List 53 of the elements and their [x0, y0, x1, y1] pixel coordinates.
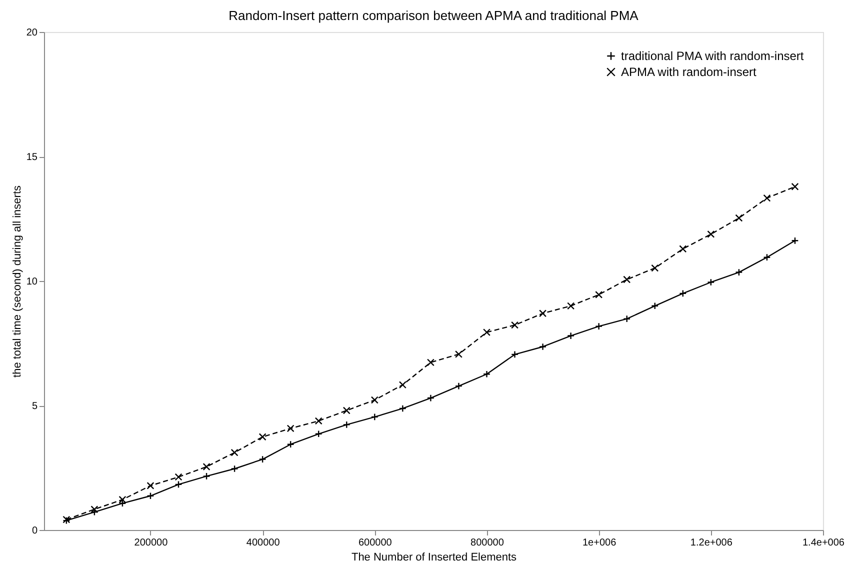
- x-tick-label: 1e+006: [582, 538, 617, 548]
- point: [511, 321, 519, 329]
- y-tick-label: 5: [32, 401, 38, 412]
- point: [707, 278, 715, 286]
- point: [258, 433, 266, 441]
- x-tick-label: 1.4e+006: [802, 538, 845, 548]
- point: [735, 268, 743, 276]
- point: [342, 406, 350, 414]
- point: [286, 424, 294, 432]
- point: [679, 245, 687, 253]
- point: [146, 492, 154, 500]
- point: [202, 462, 210, 471]
- point: [763, 194, 771, 202]
- chart-title: Random-Insert pattern comparison between APMA and traditional PMA: [228, 8, 639, 23]
- point: [426, 394, 434, 402]
- x-tick-label: 400000: [246, 538, 280, 548]
- x-tick-label: 600000: [358, 538, 392, 548]
- point: [118, 496, 126, 504]
- y-tick-label: 10: [26, 276, 38, 288]
- x-tick-label: 200000: [134, 538, 168, 548]
- point: [258, 456, 266, 464]
- point: [623, 276, 631, 284]
- point: [146, 482, 154, 490]
- point: [398, 381, 406, 389]
- point: [398, 404, 406, 412]
- point: [202, 472, 210, 480]
- y-tick-label: 0: [32, 526, 38, 536]
- point: [707, 230, 715, 238]
- point: [314, 417, 322, 425]
- point: [595, 290, 603, 298]
- y-tick-label: 15: [26, 152, 38, 163]
- y-axis-title: the total time (second) during all inserts: [11, 185, 24, 378]
- legend-label: APMA with random-insert: [621, 65, 758, 79]
- point: [370, 396, 378, 404]
- x-tick-label: 800000: [470, 538, 504, 548]
- point: [651, 264, 659, 272]
- x-axis-title: The Number of Inserted Elements: [351, 552, 518, 564]
- point: [482, 328, 491, 336]
- legend-label: traditional PMA with random-insert: [621, 49, 804, 63]
- point: [763, 254, 771, 262]
- point: [454, 350, 462, 358]
- point: [174, 480, 182, 488]
- x-tick-label: 1.2e+006: [690, 538, 733, 548]
- point: [539, 310, 547, 318]
- point: [735, 214, 743, 222]
- point: [230, 448, 238, 456]
- point: [567, 302, 575, 310]
- y-tick-label: 20: [26, 28, 38, 38]
- point: [174, 473, 182, 481]
- point: [426, 358, 434, 366]
- point: [791, 182, 799, 190]
- point: [286, 440, 294, 448]
- point: [90, 506, 98, 514]
